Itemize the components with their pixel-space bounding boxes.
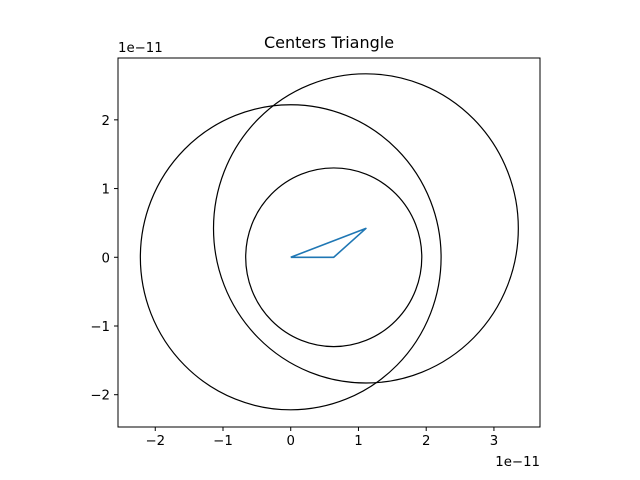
x-tick-label: 1 [354, 434, 362, 449]
y-tick-label: 0 [102, 251, 110, 266]
y-tick-label: 1 [102, 183, 110, 198]
x-tick-label: 2 [422, 434, 430, 449]
plot-area [139, 73, 519, 411]
y-tick-label: −2 [90, 389, 110, 404]
circle-1 [139, 104, 442, 411]
x-tick-label: 3 [490, 434, 498, 449]
x-axis-ticks: −2 −1 0 1 2 3 [145, 427, 498, 449]
circle-3 [212, 73, 519, 384]
y-tick-label: 2 [102, 114, 110, 129]
circle-2 [245, 167, 423, 348]
plot-content [139, 73, 519, 411]
axes-frame [117, 57, 541, 428]
x-tick-label: 0 [286, 434, 294, 449]
x-offset-label: 1e−11 [495, 455, 540, 470]
x-tick-label: −1 [213, 434, 233, 449]
y-axis-ticks: −2 −1 0 1 2 [90, 114, 118, 404]
y-tick-label: −1 [90, 320, 110, 335]
centers-triangle-line [290, 227, 367, 259]
chart-title: Centers Triangle [264, 33, 394, 52]
x-tick-label: −2 [145, 434, 165, 449]
y-offset-label: 1e−11 [118, 41, 163, 56]
